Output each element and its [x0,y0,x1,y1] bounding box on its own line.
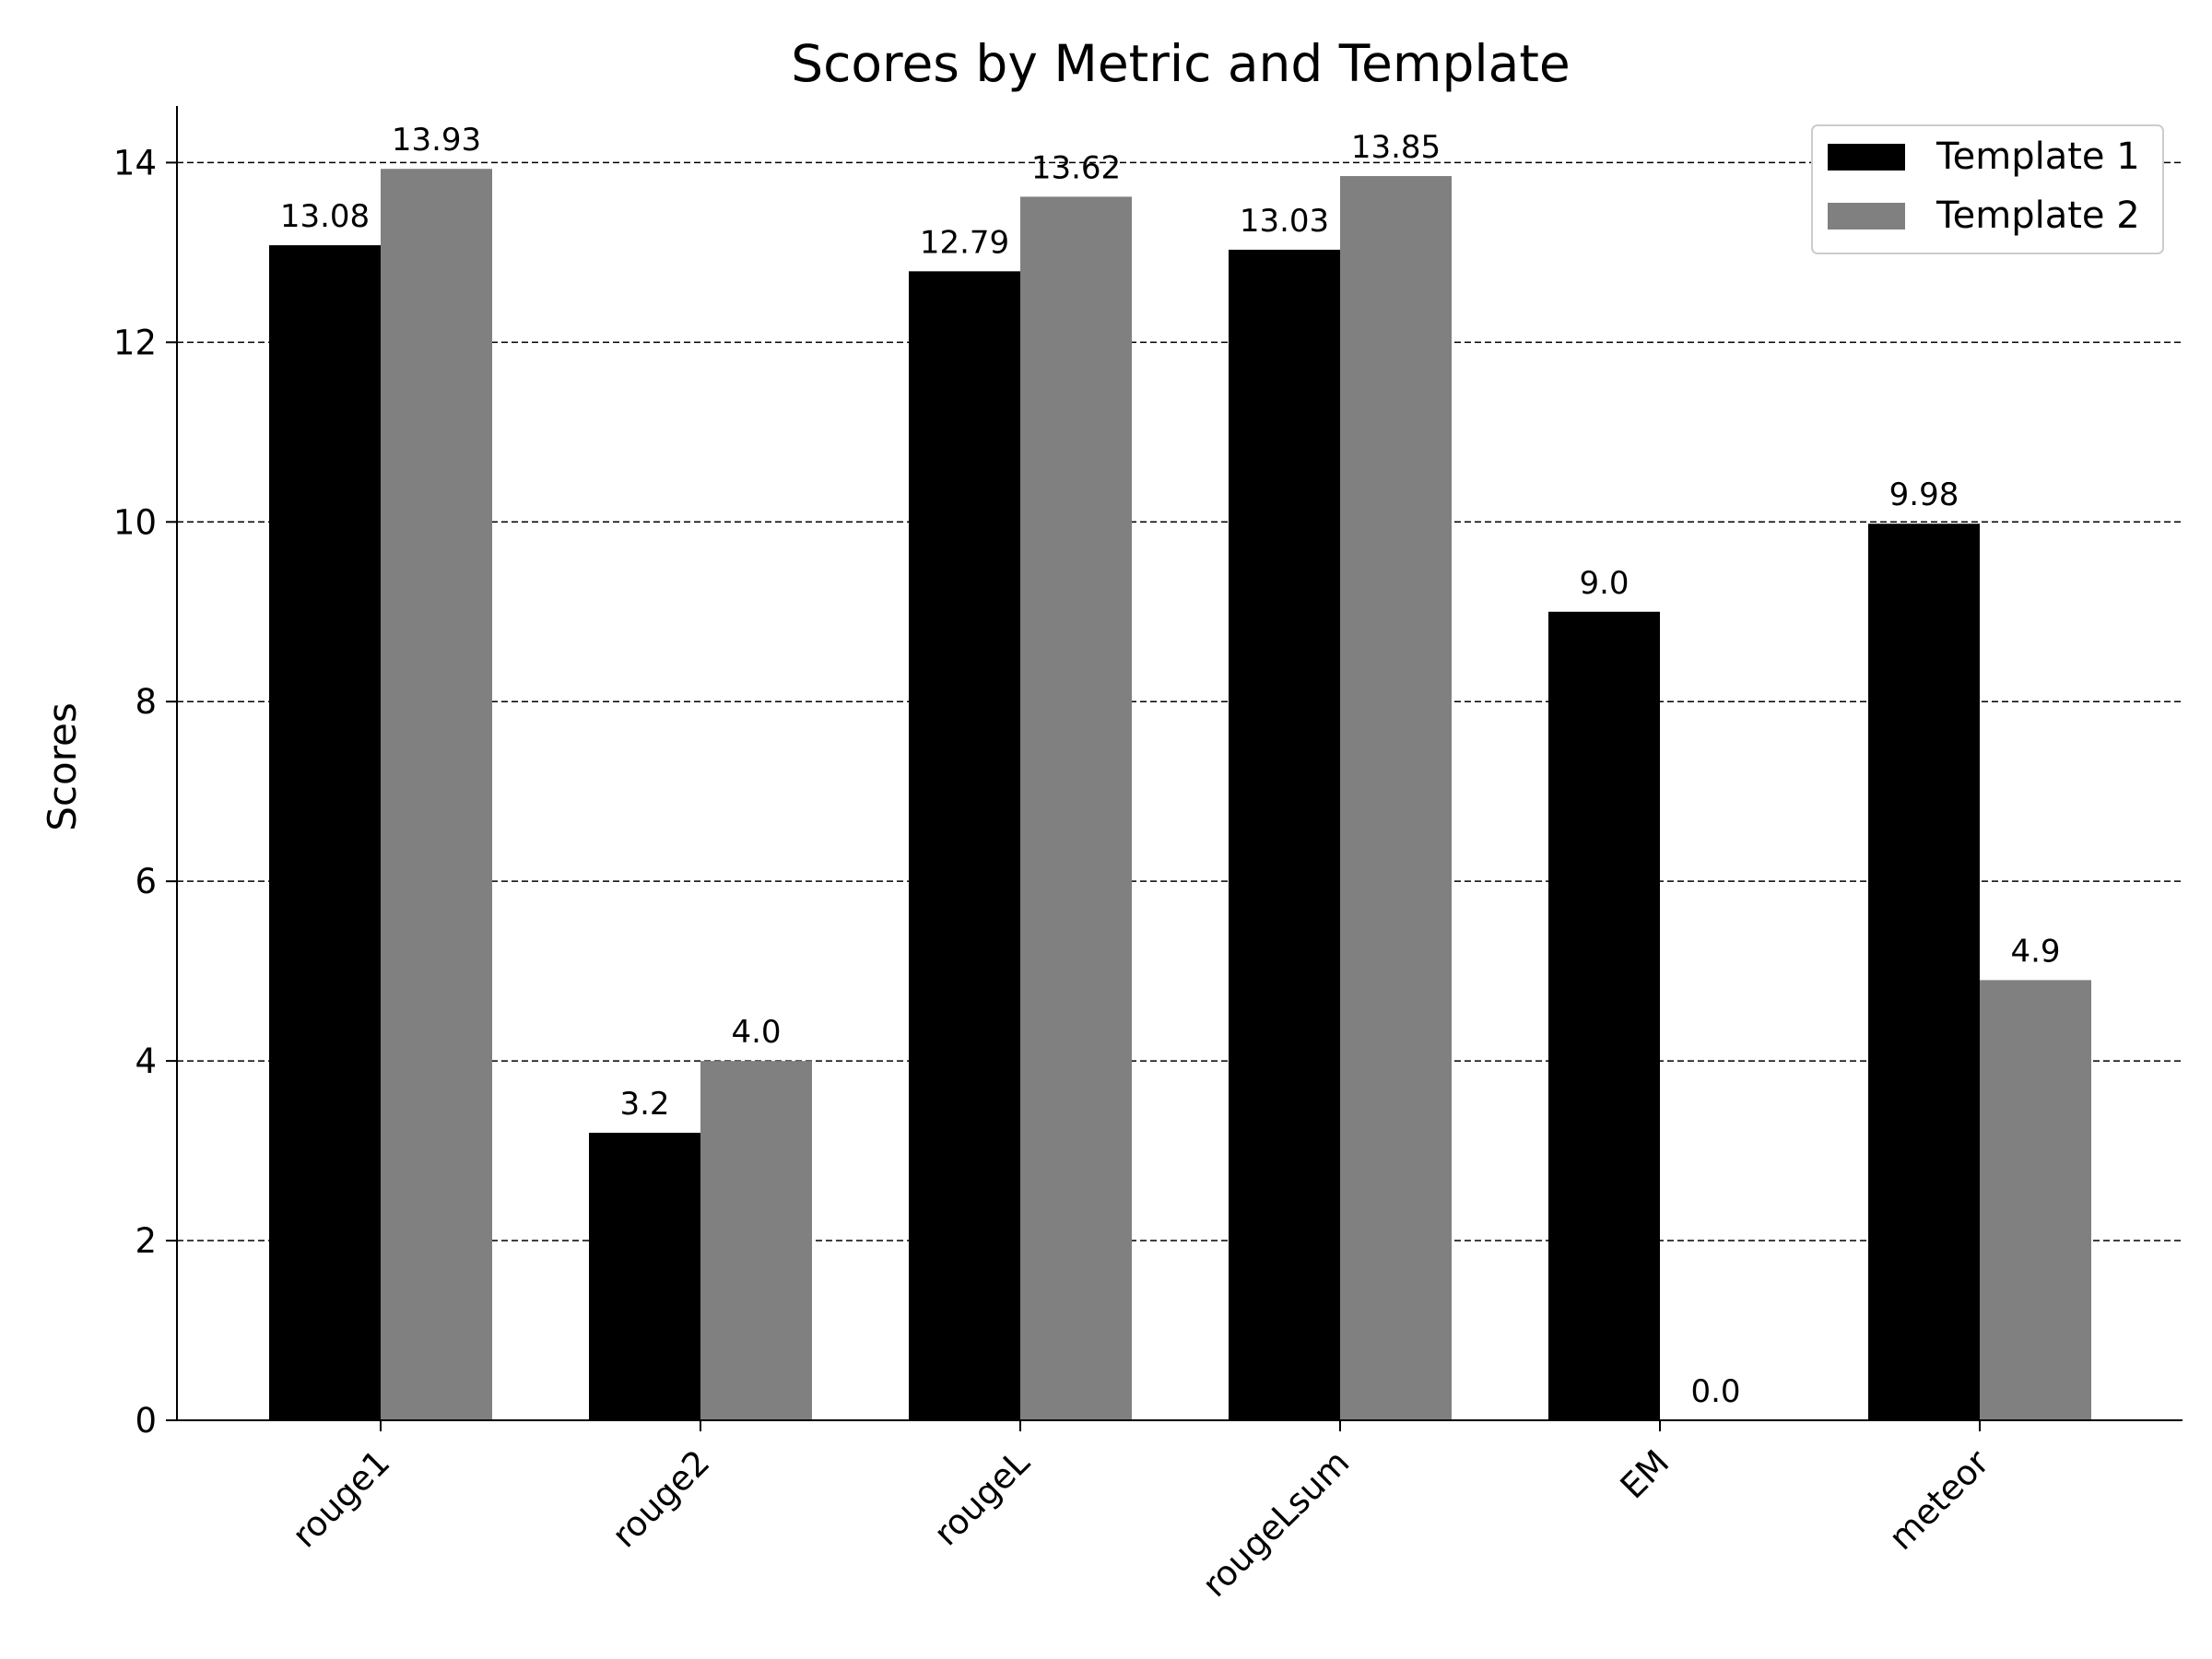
legend-label: Template 2 [1936,194,2140,237]
data-label: 13.85 [1351,129,1441,166]
bar-2-meteor [1980,980,2091,1420]
x-tick-label: rougeLsum [1194,1442,1357,1605]
bar-2-rougeL [1020,196,1132,1420]
x-tick-label: rougeL [926,1442,1038,1554]
y-tick-label: 0 [135,1401,157,1441]
data-label: 3.2 [619,1086,669,1123]
x-tick-label: EM [1613,1442,1677,1507]
data-label: 13.08 [280,198,370,235]
bar-1-rouge2 [589,1133,700,1420]
y-tick-label: 8 [135,682,157,722]
y-tick-label: 6 [135,862,157,901]
data-label: 13.62 [1031,149,1121,186]
data-label: 9.98 [1889,477,1959,513]
y-tick-label: 2 [135,1221,157,1261]
legend-swatch [1828,203,1905,229]
data-label: 13.93 [392,122,481,159]
legend-swatch [1828,144,1905,171]
data-label: 9.0 [1579,565,1629,602]
x-tick-label: rouge2 [605,1442,718,1556]
bar-1-EM [1548,611,1660,1420]
bar-1-rougeL [909,271,1020,1420]
bar-2-rougeLsum [1340,176,1452,1420]
y-tick-label: 10 [113,502,157,542]
data-label: 12.79 [920,224,1009,261]
bar-1-meteor [1868,524,1980,1420]
bar-1-rougeLsum [1229,249,1340,1421]
y-tick-label: 4 [135,1041,157,1081]
y-axis-label: Scores [40,702,85,831]
data-label: 13.03 [1240,203,1329,240]
legend: Template 1 Template 2 [1811,124,2164,254]
data-label: 0.0 [1690,1373,1740,1410]
y-tick-label: 14 [113,143,157,182]
data-label: 4.9 [2010,933,2060,970]
x-tick-label: rouge1 [285,1442,398,1556]
bar-2-rouge1 [381,169,492,1421]
y-tick-label: 12 [113,323,157,362]
data-labels: 13.08 3.2 12.79 13.03 9.0 9.98 13.93 4.0 13.62 13… [280,122,2061,1410]
chart-title: Scores by Metric and Template [791,34,1571,93]
data-label: 4.0 [731,1014,781,1051]
legend-label: Template 1 [1936,135,2140,178]
x-tick-label: meteor [1881,1441,1997,1558]
bars [269,169,2091,1421]
bar-1-rouge1 [269,245,381,1421]
bar-2-rouge2 [700,1061,812,1420]
